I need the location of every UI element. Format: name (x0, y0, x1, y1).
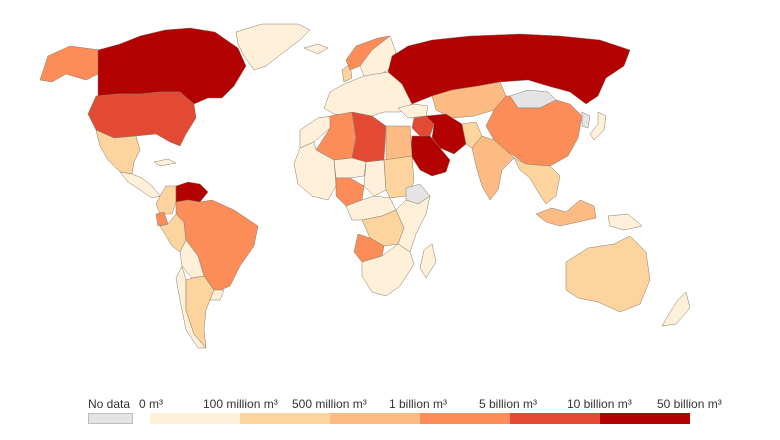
legend-bin-0 (150, 413, 240, 424)
region-korea[interactable] (581, 111, 591, 129)
region-europe[interactable] (323, 71, 413, 119)
legend-no-data-swatch (88, 413, 133, 424)
region-papua[interactable] (607, 213, 643, 231)
legend-threshold-0: 0 m³ (139, 397, 163, 411)
legend-threshold-5: 10 billion m³ (567, 397, 632, 411)
region-japan[interactable] (589, 111, 607, 141)
region-west-africa[interactable] (293, 141, 337, 201)
region-iceland[interactable] (303, 43, 329, 55)
region-greenland[interactable] (235, 23, 311, 71)
region-uruguay[interactable] (209, 289, 225, 301)
world-map (39, 23, 691, 349)
legend-threshold-1: 100 million m³ (203, 397, 278, 411)
region-russia[interactable] (387, 33, 631, 105)
legend-bin-2 (330, 413, 420, 424)
region-chad[interactable] (363, 159, 387, 197)
region-niger[interactable] (333, 157, 367, 179)
legend-no-data-label: No data (88, 397, 131, 411)
region-libya[interactable] (351, 111, 387, 163)
legend-bin-5 (600, 413, 690, 424)
region-iran[interactable] (425, 113, 467, 155)
region-india[interactable] (471, 135, 515, 201)
region-central-america[interactable] (119, 171, 161, 199)
region-madagascar[interactable] (419, 243, 437, 279)
region-alaska[interactable] (39, 45, 101, 83)
region-mexico[interactable] (95, 129, 141, 175)
region-australia[interactable] (565, 235, 651, 313)
legend-threshold-3: 1 billion m³ (389, 397, 448, 411)
region-saudi-arabia[interactable] (409, 135, 451, 177)
legend-threshold-2: 500 million m³ (292, 397, 367, 411)
region-argentina[interactable] (185, 275, 215, 349)
region-brazil[interactable] (175, 199, 259, 293)
legend-threshold-4: 5 billion m³ (479, 397, 538, 411)
legend-bin-4 (510, 413, 600, 424)
legend-bin-3 (420, 413, 510, 424)
region-new-zealand[interactable] (661, 291, 691, 327)
legend-threshold-6: 50 billion m³ (657, 397, 722, 411)
region-turkey[interactable] (397, 103, 429, 119)
region-southeast-asia[interactable] (513, 157, 561, 205)
region-venezuela[interactable] (175, 181, 209, 203)
region-cuba[interactable] (153, 158, 177, 167)
region-egypt[interactable] (385, 125, 413, 161)
legend-bin-1 (240, 413, 330, 424)
region-indonesia[interactable] (535, 199, 597, 227)
region-colombia[interactable] (155, 185, 177, 215)
region-east-africa[interactable] (395, 195, 431, 253)
region-southern-africa[interactable] (361, 243, 415, 297)
